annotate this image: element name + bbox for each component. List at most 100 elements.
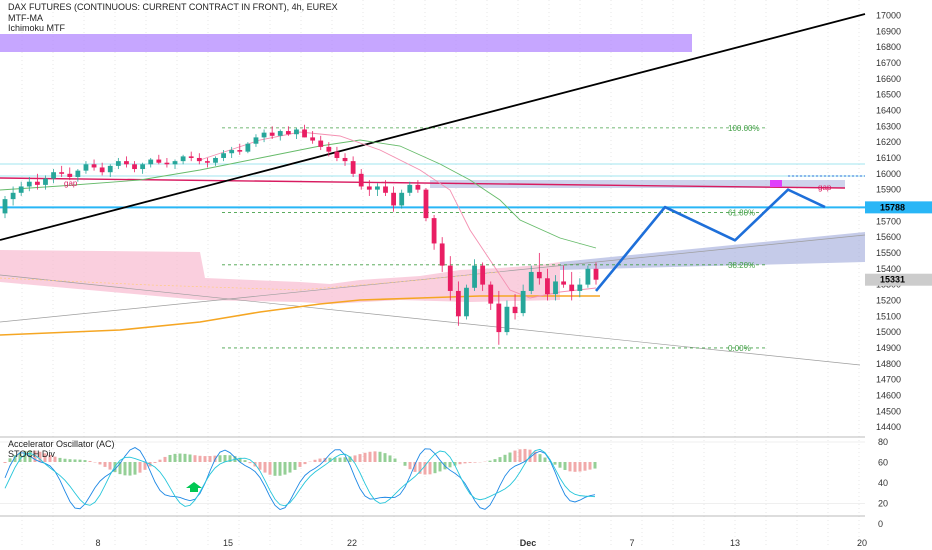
trendline [0, 13, 866, 241]
candle [99, 167, 105, 173]
oscillator-bar [593, 462, 597, 469]
candle [528, 271, 534, 291]
oscillator-bar [53, 456, 57, 462]
candle [553, 281, 558, 295]
oscillator-bar [228, 455, 232, 462]
oscillator-bar [8, 458, 12, 462]
oscillator-bar [588, 462, 592, 470]
oscillator-bar [313, 459, 317, 462]
oscillator-bar [353, 455, 357, 462]
oscillator-bar [58, 457, 62, 462]
oscillator-bar [393, 458, 397, 462]
oscillator-bar [283, 462, 287, 475]
candle [318, 140, 324, 147]
price-label: 15331 [880, 275, 905, 285]
x-axis-tick-label: 15 [223, 538, 233, 548]
oscillator-bar [3, 462, 7, 463]
candle [512, 306, 518, 314]
gap-label: gap [64, 179, 78, 188]
candle [18, 186, 24, 193]
candle [26, 181, 32, 187]
candle [188, 156, 194, 158]
oscillator-bar [563, 462, 567, 470]
oscillator-bar [438, 462, 442, 472]
candle [124, 161, 129, 165]
candle [91, 164, 97, 168]
y-axis-tick-label: 15900 [876, 185, 901, 195]
candle [140, 164, 146, 170]
candle [302, 129, 307, 138]
oscillator-bar [473, 462, 477, 463]
y-axis-tick-label: 15500 [876, 248, 901, 258]
moving-average-pink [199, 131, 597, 299]
oscillator-bar [413, 462, 417, 472]
oscillator-bar [418, 462, 422, 474]
candle [164, 162, 170, 165]
oscillator-bar [43, 453, 47, 462]
x-axis-tick-label: Dec [520, 538, 537, 548]
oscillator-bar [403, 462, 407, 466]
y-axis-tick-label: 16700 [876, 58, 901, 68]
oscillator-axis-tick: 80 [878, 437, 888, 447]
oscillator-axis-tick: 40 [878, 478, 888, 488]
oscillator-bar [423, 462, 427, 475]
x-axis-tick-label: 7 [629, 538, 634, 548]
oscillator-bar [538, 454, 542, 462]
oscillator-bar [178, 453, 182, 462]
x-axis-tick-label: 8 [95, 538, 100, 548]
oscillator-bar [158, 459, 162, 462]
oscillator-bar [338, 457, 342, 462]
candle [285, 131, 291, 135]
buy-signal-arrow [186, 482, 202, 492]
candle [51, 172, 56, 179]
oscillator-bar [458, 462, 462, 465]
oscillator-bar [463, 462, 467, 464]
oscillator-bar [348, 456, 352, 462]
oscillator-bar [433, 462, 437, 474]
oscillator-bar [63, 458, 67, 462]
price-label-box [865, 201, 932, 214]
oscillator-bar [268, 462, 272, 475]
oscillator-bar [88, 460, 92, 462]
oscillator-bar [128, 462, 132, 476]
x-axis-tick-label: 20 [857, 538, 867, 548]
candle [423, 189, 429, 219]
candle [520, 290, 526, 314]
candle [132, 164, 137, 170]
oscillator-bar [388, 455, 392, 462]
candle [75, 170, 81, 177]
indicator-label-ichimoku: Ichimoku MTF [8, 23, 66, 33]
oscillator-bar [243, 460, 247, 462]
oscillator-bar [328, 457, 332, 462]
candle [237, 150, 243, 152]
y-axis-tick-label: 15700 [876, 216, 901, 226]
candle [294, 129, 299, 135]
candle [577, 284, 583, 291]
candle [431, 218, 437, 244]
y-axis-tick-label: 14800 [876, 359, 901, 369]
candle [593, 268, 599, 280]
oscillator-bar [68, 459, 72, 462]
oscillator-bar [38, 451, 42, 462]
projection-marker [770, 180, 782, 187]
oscillator-bar [118, 462, 122, 475]
oscillator-bar [198, 455, 202, 462]
oscillator-bar [408, 462, 412, 470]
oscillator-bar [503, 454, 507, 462]
candle [245, 143, 251, 152]
y-axis-tick-label: 14900 [876, 343, 901, 353]
oscillator-bar [553, 462, 557, 465]
y-axis-tick-label: 16200 [876, 137, 901, 147]
y-axis-tick-label: 15000 [876, 327, 901, 337]
y-axis-tick-label: 14500 [876, 406, 901, 416]
oscillator-bar [168, 454, 172, 462]
candle [326, 146, 332, 152]
fib-level-label: 61.80% [728, 209, 755, 218]
candle [156, 159, 162, 163]
fib-level-label: 38.20% [728, 261, 755, 270]
y-axis-tick-label: 16100 [876, 153, 901, 163]
candle [172, 161, 178, 165]
candle [569, 284, 575, 291]
moving-average-green [0, 139, 597, 249]
